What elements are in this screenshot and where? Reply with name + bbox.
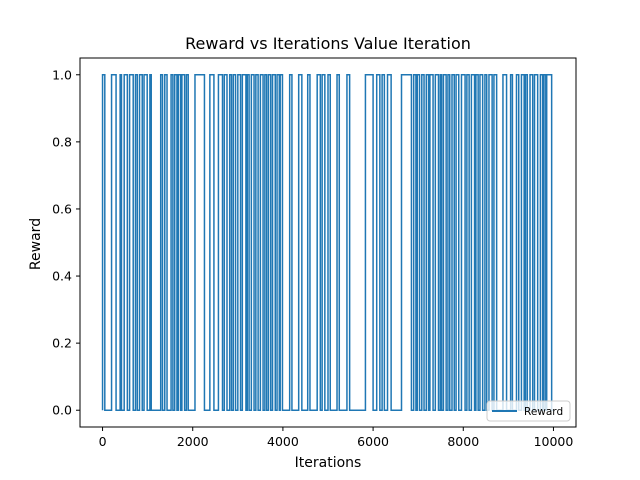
y-tick-label: 0.6 — [52, 201, 72, 216]
legend: Reward — [486, 400, 571, 422]
x-tick-label: 10000 — [534, 434, 574, 449]
y-tick-label: 0.0 — [52, 403, 72, 418]
legend-label: Reward — [524, 406, 563, 418]
legend-box — [486, 400, 571, 422]
plot-area — [79, 57, 577, 428]
chart-title: Reward vs Iterations Value Iteration — [185, 34, 471, 53]
y-tick-label: 1.0 — [52, 67, 72, 82]
axes-frame — [79, 57, 577, 428]
x-axis-label: Iterations — [295, 455, 362, 471]
x-tick-label: 6000 — [357, 434, 389, 449]
x-tick-label: 8000 — [447, 434, 479, 449]
x-tick-label: 4000 — [267, 434, 299, 449]
x-tick-label: 2000 — [177, 434, 209, 449]
y-tick-label: 0.8 — [52, 134, 72, 149]
x-tick-label: 0 — [99, 434, 107, 449]
series-line-reward — [101, 74, 554, 411]
y-tick-label: 0.2 — [52, 336, 72, 351]
y-tick-label: 0.4 — [52, 269, 72, 284]
axis-ticks: 0 2000 4000 6000 8000 10000 0.0 0.2 0.4 0.6 0.8 1.0 — [52, 67, 573, 449]
y-axis-label: Reward — [28, 218, 44, 270]
